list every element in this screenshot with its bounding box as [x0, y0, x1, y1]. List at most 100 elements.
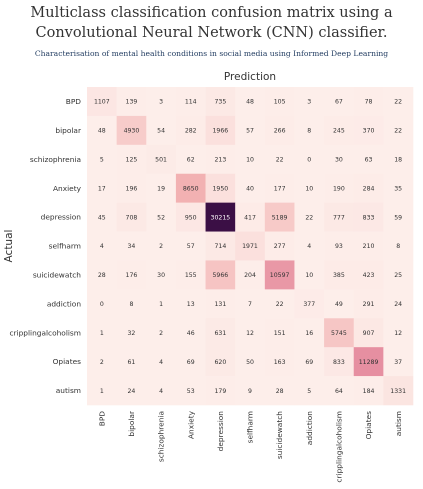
heatmap-cell: [294, 231, 325, 261]
heatmap-cell: [175, 376, 206, 406]
cell-value-label: 5189: [272, 214, 288, 221]
cell-value-label: 139: [126, 99, 138, 106]
cell-value-label: 22: [276, 301, 284, 308]
cell-value-label: 11289: [359, 359, 379, 366]
cell-value-label: 50: [246, 359, 254, 366]
x-tick-label: BPD: [97, 411, 106, 427]
cell-value-label: 1331: [390, 388, 406, 395]
heatmap-cell: [264, 231, 295, 261]
cell-value-label: 54: [157, 128, 165, 135]
cell-value-label: 34: [128, 243, 136, 250]
cell-value-label: 501: [155, 156, 167, 163]
cell-value-label: 714: [214, 243, 226, 250]
x-tick-label: Anxiety: [186, 410, 195, 439]
cell-value-label: 620: [214, 359, 226, 366]
cell-value-label: 24: [394, 301, 402, 308]
heatmap-cell: [353, 376, 384, 406]
cell-value-label: 5966: [212, 272, 228, 279]
y-tick-label: cripplingalcoholism: [9, 328, 81, 337]
cell-value-label: 5: [100, 156, 104, 163]
cell-value-label: 64: [335, 388, 343, 395]
heatmap-cell: [146, 376, 177, 406]
heatmap-cell: [235, 231, 266, 261]
heatmap-cell: [87, 376, 117, 406]
cell-value-label: 4: [100, 243, 104, 250]
cell-value-label: 213: [214, 156, 226, 163]
cell-value-label: 1: [100, 330, 104, 337]
heatmap-cell: [353, 144, 384, 175]
cell-value-label: 78: [365, 99, 373, 106]
cell-value-label: 61: [128, 359, 136, 366]
heatmap-cell: [264, 115, 295, 146]
x-tick-label: addiction: [305, 411, 314, 446]
heatmap-cell: [264, 289, 295, 319]
cell-value-label: 22: [394, 99, 402, 106]
y-tick-label: Opiates: [53, 357, 82, 366]
heatmap-cell: [146, 318, 177, 348]
x-axis-label: Prediction: [224, 71, 276, 83]
heatmap-cell: [353, 202, 384, 232]
cell-value-label: 8650: [183, 185, 199, 192]
heatmap-cell: [205, 87, 236, 117]
cell-value-label: 291: [363, 301, 375, 308]
cell-value-label: 28: [98, 272, 106, 279]
cell-value-label: 30215: [211, 214, 231, 221]
heatmap-cell: [235, 202, 266, 232]
cell-value-label: 114: [185, 99, 197, 106]
heatmap-cell: [294, 318, 325, 348]
cell-value-label: 17: [98, 185, 106, 192]
heatmap-cell: [383, 231, 414, 261]
chart-title-line-1: Multiclass classification confusion matr…: [30, 5, 393, 21]
heatmap-cell: [264, 318, 295, 348]
cell-value-label: 777: [333, 214, 345, 221]
heatmap-cell: [383, 376, 414, 406]
heatmap-cell: [116, 144, 147, 175]
heatmap-cell: [264, 87, 295, 117]
cell-value-label: 22: [394, 128, 402, 135]
cell-value-label: 1950: [212, 185, 228, 192]
cell-value-label: 2: [159, 330, 163, 337]
heatmap-cell: [116, 260, 147, 290]
cell-value-label: 32: [128, 330, 136, 337]
y-axis-label: Actual: [3, 230, 15, 263]
cell-value-label: 370: [363, 128, 375, 135]
cell-value-label: 266: [274, 128, 286, 135]
cell-value-label: 377: [303, 301, 315, 308]
cell-value-label: 0: [100, 301, 104, 308]
cell-value-label: 4930: [124, 128, 140, 135]
heatmap-cell: [146, 115, 177, 146]
heatmap-cell: [264, 376, 295, 406]
cell-value-label: 22: [305, 214, 313, 221]
heatmap-cell: [146, 202, 177, 232]
cell-value-label: 2: [100, 359, 104, 366]
cell-value-label: 45: [98, 214, 106, 221]
cell-value-label: 10: [305, 185, 313, 192]
heatmap-cell: [235, 347, 266, 377]
heatmap-cell: [175, 289, 206, 319]
cell-value-label: 30: [157, 272, 165, 279]
cell-value-label: 9: [248, 388, 252, 395]
cell-value-label: 57: [246, 128, 254, 135]
heatmap-cell: [87, 318, 117, 348]
cell-value-label: 0: [307, 156, 311, 163]
cell-value-label: 12: [246, 330, 254, 337]
heatmap-cell: [205, 347, 236, 377]
heatmap-cell: [175, 202, 206, 232]
cell-value-label: 93: [335, 243, 343, 250]
heatmap-cell: [146, 87, 177, 117]
heatmap-cell: [87, 144, 117, 175]
x-tick-label: depression: [216, 411, 225, 452]
cell-value-label: 151: [274, 330, 286, 337]
cell-value-label: 284: [363, 185, 375, 192]
heatmap-cell: [87, 202, 117, 232]
chart-title: Multiclass classification confusion matr…: [0, 3, 423, 43]
cell-value-label: 631: [214, 330, 226, 337]
cell-value-label: 7: [248, 301, 252, 308]
heatmap-cell: [146, 173, 177, 203]
heatmap-cell: [205, 289, 236, 319]
heatmap-cell: [324, 87, 355, 117]
cell-value-label: 37: [394, 359, 402, 366]
heatmap-cell: [324, 202, 355, 232]
heatmap-cell: [264, 173, 295, 203]
